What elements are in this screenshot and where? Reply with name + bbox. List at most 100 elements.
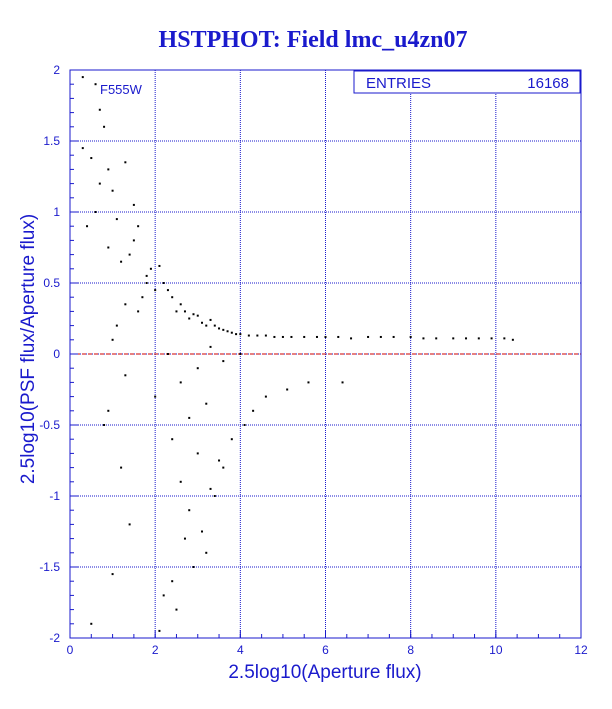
data-point [179, 381, 182, 384]
data-point [315, 335, 318, 338]
data-point [128, 253, 131, 256]
data-point [90, 157, 93, 160]
data-point [307, 381, 310, 384]
y-tick-label: 0 [53, 347, 60, 361]
data-point [230, 438, 233, 441]
data-point [171, 296, 174, 299]
data-point [103, 424, 106, 426]
data-point [230, 331, 233, 334]
data-point [120, 260, 123, 263]
data-point [111, 338, 114, 341]
data-point [290, 335, 293, 338]
data-point [175, 310, 178, 313]
chart-title: HSTPHOT: Field lmc_u4zn07 [159, 27, 468, 53]
data-point [141, 296, 144, 299]
data-point [171, 438, 174, 441]
data-point [94, 211, 97, 213]
data-point [192, 566, 195, 568]
data-point [115, 324, 118, 327]
x-tick-label: 4 [237, 643, 244, 657]
y-tick-label: -1.5 [39, 560, 60, 574]
data-point [124, 161, 127, 164]
data-point [192, 313, 195, 316]
data-point [264, 395, 267, 398]
data-point [107, 409, 110, 412]
y-tick-label: 1.5 [43, 134, 60, 148]
data-point [379, 335, 382, 338]
data-point [392, 335, 395, 338]
data-point [94, 83, 97, 86]
data-point [205, 402, 208, 405]
y-tick-label: -2 [49, 631, 60, 645]
data-point [218, 459, 221, 462]
y-tick-label: -0.5 [39, 418, 60, 432]
data-point [235, 333, 238, 336]
data-point [90, 622, 93, 625]
data-point [201, 530, 204, 533]
stats-entries-label: ENTRIES [366, 75, 431, 92]
data-point [81, 76, 84, 79]
data-point [124, 303, 127, 306]
data-point [409, 335, 412, 338]
data-point [145, 274, 148, 277]
data-points [81, 76, 514, 632]
x-tick-label: 12 [574, 643, 588, 657]
data-point [132, 239, 135, 242]
data-point [281, 335, 284, 338]
data-point [303, 335, 306, 338]
data-point [196, 314, 199, 317]
data-point [103, 125, 106, 128]
data-point [209, 318, 212, 321]
data-point [154, 289, 157, 292]
data-point [183, 310, 186, 313]
x-axis-ticks: 0 2 4 6 8 10 12 [67, 630, 588, 657]
data-point [179, 303, 182, 306]
data-point [145, 282, 148, 284]
data-point [256, 334, 259, 337]
data-point [107, 246, 110, 249]
data-point [137, 310, 140, 313]
y-axis-ticks: -2 -1.5 -1 -0.5 0 0.5 1 1.5 2 [39, 63, 78, 645]
data-point [201, 321, 204, 324]
data-point [503, 337, 506, 340]
stats-entries-value: 16168 [527, 75, 569, 92]
data-point [154, 395, 157, 398]
y-axis-label: 2.5log10(PSF flux/Aperture flux) [18, 214, 39, 484]
data-point [158, 264, 161, 267]
data-point [188, 416, 191, 419]
data-point [205, 551, 208, 554]
data-point [171, 580, 174, 583]
data-point [205, 324, 208, 327]
data-point [188, 509, 191, 512]
data-point [115, 218, 118, 221]
data-point [264, 334, 267, 337]
data-point [111, 573, 114, 576]
data-point [452, 337, 455, 340]
data-point [209, 345, 212, 348]
data-point [98, 182, 101, 185]
data-point [209, 487, 212, 490]
data-point [324, 335, 327, 338]
data-point [158, 629, 161, 632]
x-tick-label: 10 [489, 643, 503, 657]
x-tick-label: 0 [67, 643, 74, 657]
data-point [196, 367, 199, 370]
data-point [81, 147, 84, 150]
data-point [239, 353, 242, 355]
data-point [222, 360, 225, 363]
data-point [435, 337, 438, 340]
data-point [286, 388, 289, 391]
stats-box-frame [353, 70, 581, 94]
data-point [341, 381, 344, 384]
data-point [98, 108, 101, 111]
data-point [183, 537, 186, 540]
data-point [243, 424, 246, 426]
data-point [465, 337, 468, 340]
data-point [477, 337, 480, 340]
data-point [422, 337, 425, 340]
data-point [124, 374, 127, 377]
data-point [247, 334, 250, 337]
x-tick-label: 8 [407, 643, 414, 657]
data-point [196, 452, 199, 455]
data-point [166, 289, 169, 292]
